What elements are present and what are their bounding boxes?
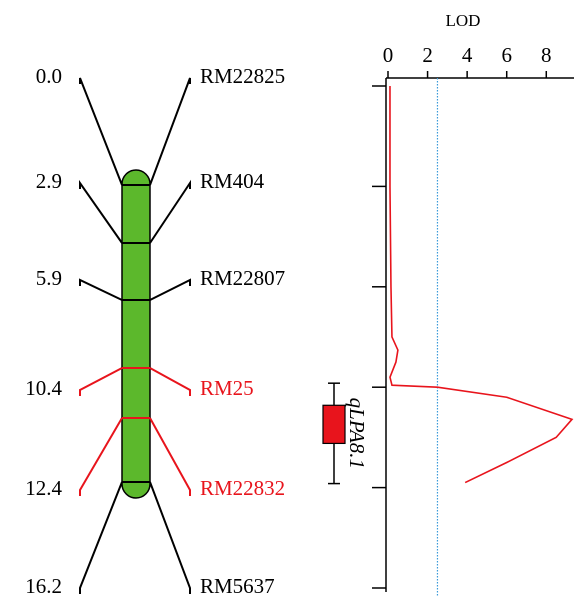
marker-position: 10.4 — [25, 376, 62, 400]
marker-link — [150, 418, 190, 496]
chromosome — [122, 170, 150, 498]
x-tick-label: 4 — [462, 43, 473, 67]
lod-curve — [390, 86, 572, 483]
marker-position: 16.2 — [25, 574, 62, 596]
figure: 0.0 RM22825 2.9 RM404 5.9 RM22807 10.4 RM25 12.4… — [0, 0, 574, 596]
marker-name: RM22832 — [200, 476, 285, 500]
marker-link — [80, 280, 122, 300]
marker-name: RM5637 — [200, 574, 275, 596]
marker-position: 5.9 — [36, 266, 62, 290]
marker-position: 12.4 — [25, 476, 62, 500]
marker-name: RM25 — [200, 376, 254, 400]
x-tick-label: 8 — [541, 43, 552, 67]
marker-position: 0.0 — [36, 64, 62, 88]
marker-position: 2.9 — [36, 169, 62, 193]
marker-name: RM22825 — [200, 64, 285, 88]
marker-link — [80, 418, 122, 496]
marker-link — [80, 183, 122, 243]
qtl-label: qLPA8.1 — [345, 398, 369, 469]
marker-name: RM22807 — [200, 266, 285, 290]
marker-link — [150, 78, 190, 185]
x-tick-label: 6 — [501, 43, 512, 67]
marker-link — [80, 482, 122, 594]
marker-link — [150, 280, 190, 300]
marker-name: RM404 — [200, 169, 265, 193]
marker-link — [80, 368, 122, 396]
marker-link — [150, 368, 190, 396]
marker-link — [80, 78, 122, 185]
marker-link — [150, 183, 190, 243]
x-axis-title: LOD — [446, 11, 481, 30]
marker-link — [150, 482, 190, 594]
qtl-box — [323, 405, 345, 443]
x-tick-label: 0 — [383, 43, 394, 67]
x-tick-label: 2 — [422, 43, 433, 67]
